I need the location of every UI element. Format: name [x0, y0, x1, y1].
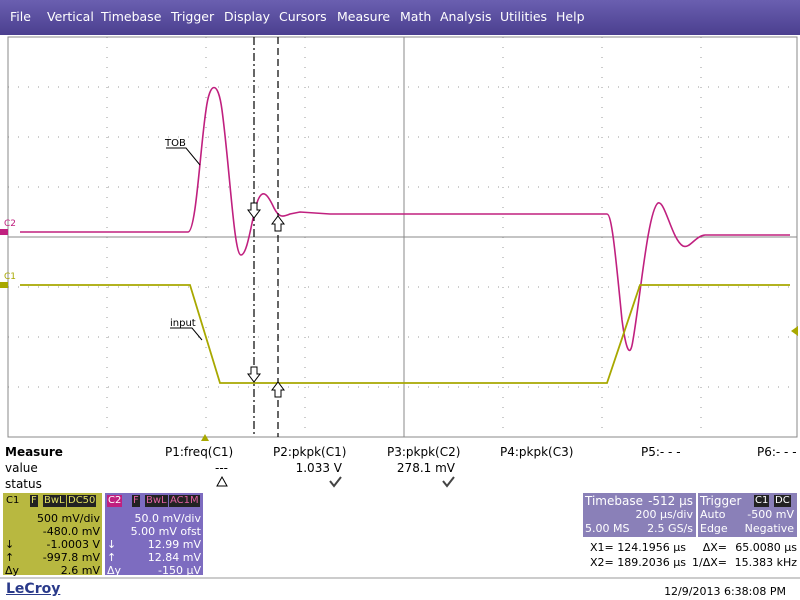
menu-item[interactable]: Math — [400, 9, 432, 24]
menu-item[interactable]: Display — [224, 9, 271, 24]
measure-header[interactable]: P3:pkpk(C2) — [387, 445, 461, 459]
menu-item[interactable]: Cursors — [279, 9, 327, 24]
trace-annotation: TOB — [165, 138, 186, 149]
menu-item[interactable]: File — [10, 9, 31, 24]
c2-offset-marker — [0, 229, 8, 235]
trigger-position-marker — [201, 434, 209, 441]
c2-trace — [20, 86, 790, 352]
cursor-value: 124.1956 µs — [617, 541, 686, 554]
cursor-markers — [247, 202, 285, 398]
channel-tag: BwL — [145, 495, 168, 507]
c1-panel[interactable]: C1 F BwL DC50 500 mV/div -480.0 mV ↓ -1.0003 V ↑… — [3, 493, 102, 577]
readout-value: 2.6 mV — [60, 564, 100, 577]
menu-item[interactable]: Utilities — [500, 9, 548, 24]
brand-logo: LeCroy — [6, 581, 61, 597]
readout-symbol: ↓ — [107, 538, 117, 551]
menu-item[interactable]: Timebase — [101, 9, 162, 24]
trigger-level: -500 mV — [747, 508, 794, 521]
readout-value: -1.0003 V — [46, 538, 100, 551]
menu-bar — [0, 0, 800, 35]
panel-title: Timebase — [585, 494, 643, 508]
channel-tag: BwL — [43, 495, 66, 507]
channel-label: C2 — [107, 495, 123, 507]
trigger-type: Edge — [700, 522, 728, 535]
timestamp: 12/9/2013 6:38:08 PM — [664, 585, 786, 598]
readout-value: 50.0 mV/div — [134, 512, 201, 525]
timebase-scale: 200 µs/div — [635, 508, 693, 521]
menu-item[interactable]: Help — [556, 9, 585, 24]
cursor-value: 65.0080 µs — [735, 541, 797, 554]
cursor-value: 15.383 kHz — [734, 556, 797, 569]
channel-label: C1 — [4, 272, 17, 282]
measure-header: Measure — [5, 445, 63, 459]
c1-trace — [20, 284, 790, 384]
timebase-rate: 2.5 GS/s — [647, 522, 693, 535]
trigger-panel[interactable]: Trigger C1 DC Auto -500 mV Edge Negative — [698, 493, 797, 537]
measure-header[interactable]: P6:- - - — [757, 445, 797, 459]
channel-tag: F — [30, 495, 38, 507]
readout-value: 500 mV/div — [37, 512, 100, 525]
readout-value: 12.84 mV — [147, 551, 201, 564]
readout-value: -150 µV — [158, 564, 201, 577]
grid-frame — [7, 36, 798, 438]
status-icons — [216, 475, 455, 488]
timebase-delay: -512 µs — [648, 494, 693, 508]
menu-item[interactable]: Trigger — [171, 9, 215, 24]
cursor-label: ΔX= — [702, 541, 727, 554]
measure-header[interactable]: P1:freq(C1) — [165, 445, 234, 459]
measure-value: 278.1 mV — [396, 461, 455, 475]
timebase-samples: 5.00 MS — [585, 522, 630, 535]
channel-label: C2 — [4, 219, 17, 229]
c1-offset-marker — [0, 282, 8, 288]
readout-value: -480.0 mV — [42, 525, 100, 538]
trigger-level-marker — [791, 326, 798, 336]
trace-annotation: input — [170, 318, 196, 329]
readout-value: -997.8 mV — [42, 551, 100, 564]
row-label: status — [5, 477, 42, 491]
measure-header[interactable]: P5:- - - — [641, 445, 681, 459]
cursors — [253, 37, 279, 437]
cursor-value: 189.2036 µs — [617, 556, 686, 569]
readout-value: 12.99 mV — [147, 538, 201, 551]
readout-value: 5.00 mV ofst — [130, 525, 201, 538]
channel-label: C1 — [5, 495, 21, 507]
channel-tag: DC50 — [67, 495, 97, 507]
readout-symbol: ↓ — [5, 538, 15, 551]
measure-value: --- — [215, 461, 228, 475]
row-label: value — [5, 461, 38, 475]
measure-header[interactable]: P2:pkpk(C1) — [273, 445, 347, 459]
readout-symbol: Δy — [107, 564, 122, 577]
readout-symbol: Δy — [5, 564, 20, 577]
trigger-slope: Negative — [744, 522, 794, 535]
channel-tag: AC1M — [169, 495, 200, 507]
measure-value: 1.033 V — [295, 461, 342, 475]
cursor-label: X2= — [590, 556, 614, 569]
trigger-tag: DC — [774, 495, 791, 507]
menu-item[interactable]: Analysis — [440, 9, 492, 24]
trigger-mode: Auto — [700, 508, 726, 521]
readout-symbol: ↑ — [107, 551, 117, 564]
measure-header[interactable]: P4:pkpk(C3) — [500, 445, 574, 459]
panel-title: Trigger — [700, 494, 742, 508]
annotation-leaders — [166, 147, 203, 341]
cursor-label: 1/ΔX= — [692, 556, 727, 569]
c2-panel[interactable]: C2 F BwL AC1M 50.0 mV/div 5.00 mV ofst ↓ 12.99 … — [105, 493, 203, 577]
menu-item[interactable]: Vertical — [47, 9, 94, 24]
menu-item[interactable]: Measure — [337, 9, 391, 24]
timebase-panel[interactable]: Timebase -512 µs 200 µs/div 5.00 MS 2.5 GS/s — [583, 493, 696, 537]
channel-tag: F — [132, 495, 140, 507]
trigger-tag: C1 — [754, 495, 770, 507]
readout-symbol: ↑ — [5, 551, 15, 564]
cursor-label: X1= — [590, 541, 614, 554]
